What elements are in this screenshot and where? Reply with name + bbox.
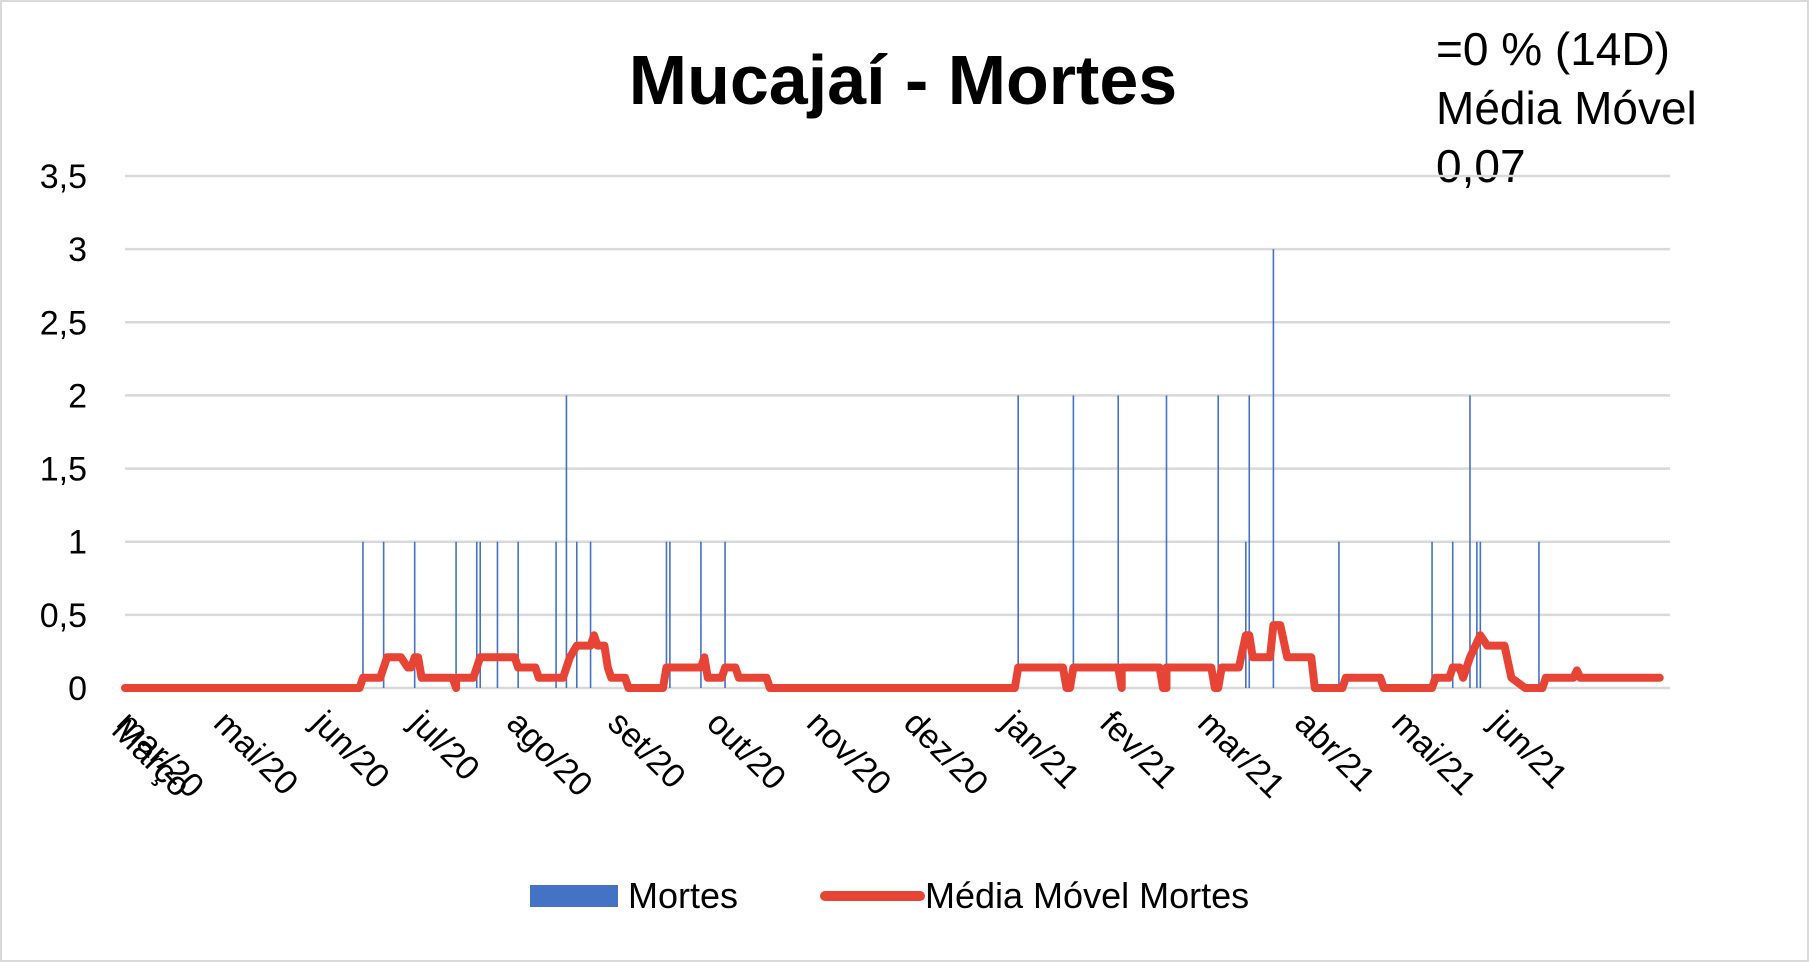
mortes-bar — [1117, 395, 1120, 688]
x-tick-label: jun/21 — [1482, 703, 1575, 796]
mortes-bar — [455, 541, 457, 688]
mortes-bar — [362, 541, 364, 688]
y-tick-label: 3 — [68, 231, 87, 269]
annotation-line-2: Média Móvel — [1436, 82, 1697, 134]
mortes-bar — [1338, 541, 1340, 688]
mortes-bar — [1479, 541, 1482, 688]
annotation-line-3: 0,07 — [1436, 140, 1526, 192]
mortes-bar — [1017, 395, 1020, 688]
x-tick-label: mar/21 — [1190, 704, 1292, 806]
y-tick-label: 2,5 — [40, 304, 87, 342]
mortes-bar — [517, 541, 519, 688]
legend: Mortes Média Móvel Mortes — [530, 875, 1249, 916]
y-axis-ticks: 0 0,5 1 1,5 2 2,5 3 3,5 — [40, 158, 87, 708]
mortes-bar — [1476, 541, 1478, 688]
x-tick-label: out/20 — [699, 704, 793, 798]
media-movel-line-group — [121, 621, 1664, 692]
legend-swatch-mortes — [530, 885, 618, 907]
chart-title: Mucajaí - Mortes — [629, 41, 1177, 119]
y-tick-label: 2 — [68, 377, 87, 415]
x-tick-label: abr/21 — [1287, 704, 1382, 799]
annotation-block: =0 % (14D) Média Móvel 0,07 — [1436, 23, 1697, 192]
mortes-bar — [1245, 541, 1247, 688]
y-tick-label: 1,5 — [40, 451, 87, 489]
x-tick-label: fev/21 — [1092, 704, 1184, 796]
y-tick-label: 0,5 — [40, 597, 87, 635]
y-tick-label: 1 — [68, 524, 87, 562]
gridlines — [125, 174, 1670, 690]
x-tick-label: nov/20 — [799, 704, 898, 803]
mortes-bar — [1165, 395, 1168, 688]
mortes-bar — [724, 541, 726, 688]
x-tick-label: jun/20 — [304, 703, 397, 796]
mortes-bar — [1451, 541, 1454, 688]
mortes-bar — [565, 395, 568, 688]
mortes-bar — [1538, 541, 1540, 688]
mortes-bar — [589, 541, 592, 688]
mortes-bar — [669, 541, 671, 688]
mortes-bar — [1469, 395, 1471, 688]
mortes-bar — [1431, 541, 1433, 688]
mortes-bar — [1272, 249, 1275, 688]
x-tick-label: dez/20 — [896, 704, 995, 803]
mortes-bar — [382, 541, 385, 688]
mortes-bar — [575, 541, 578, 688]
x-tick-label: mai/20 — [206, 704, 305, 803]
mortes-bar — [555, 541, 557, 688]
x-tick-label: set/20 — [600, 704, 692, 796]
x-tick-label: jul/20 — [402, 703, 487, 788]
mortes-bar — [1248, 395, 1251, 688]
media-movel-line — [121, 621, 1664, 692]
mortes-bar — [475, 541, 478, 688]
mortes-bar — [700, 541, 702, 688]
mortes-bar — [479, 541, 482, 688]
mortes-bar — [413, 541, 416, 688]
legend-label-mortes: Mortes — [628, 875, 738, 916]
mortes-bar — [1217, 395, 1220, 688]
legend-label-media-movel: Média Móvel Mortes — [925, 875, 1249, 916]
mortes-bar — [496, 541, 499, 688]
mortes-bars — [362, 249, 1540, 688]
x-tick-label: jan/21 — [994, 703, 1087, 796]
annotation-line-1: =0 % (14D) — [1436, 23, 1670, 75]
x-tick-label: ago/20 — [499, 704, 599, 804]
x-tick-label: mai/21 — [1384, 704, 1483, 803]
mortes-bar — [665, 541, 668, 688]
y-tick-label: 3,5 — [40, 158, 87, 196]
mortes-bar — [1072, 395, 1075, 688]
y-tick-label: 0 — [68, 670, 87, 708]
